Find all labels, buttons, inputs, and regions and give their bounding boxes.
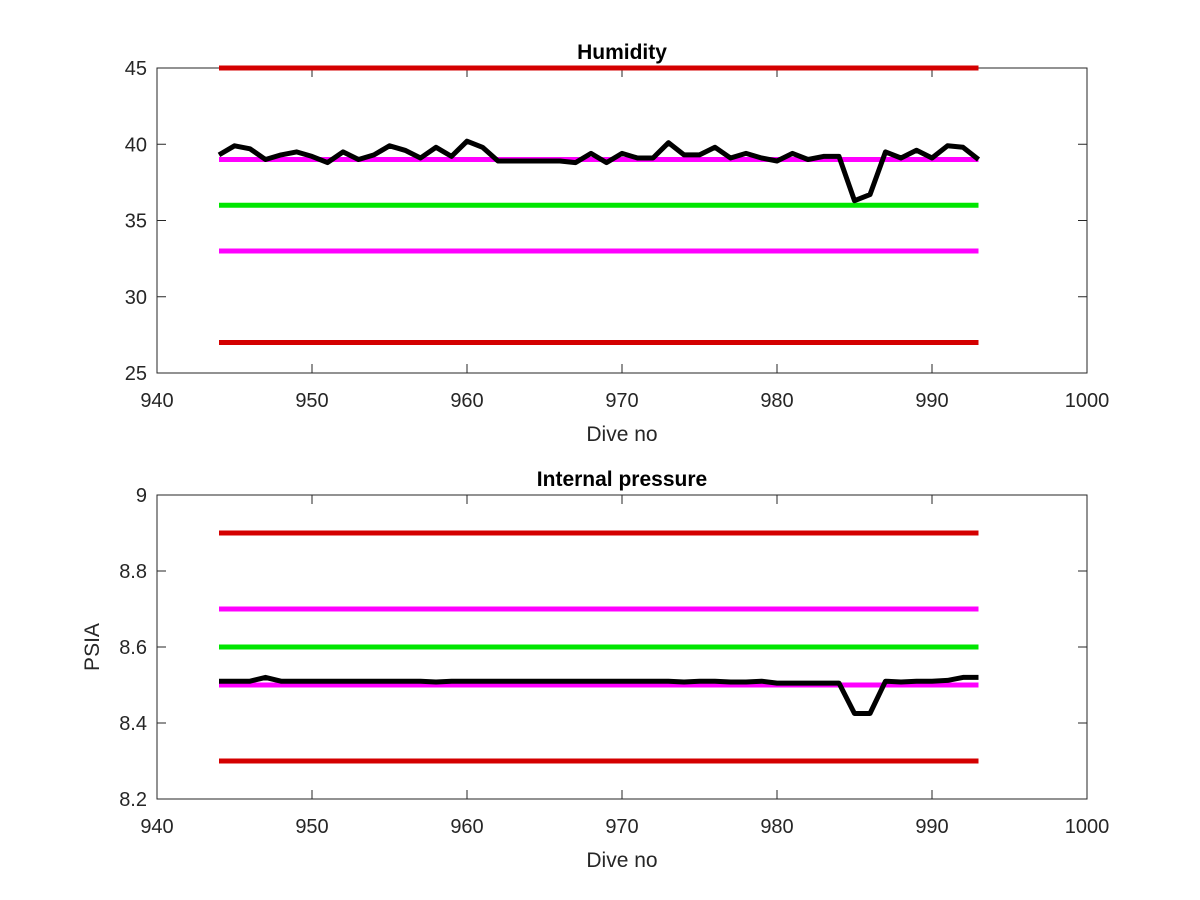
x-tick-label: 950: [295, 816, 328, 838]
y-tick-label: 9: [136, 485, 147, 507]
y-tick-label: 25: [125, 363, 147, 385]
x-tick-label: 1000: [1065, 390, 1110, 412]
x-axis-label: Dive no: [586, 849, 657, 872]
chart-title: Humidity: [577, 41, 667, 64]
y-tick-label: 8.4: [119, 713, 147, 735]
x-tick-label: 980: [760, 816, 793, 838]
measured-series-line: [219, 674, 979, 716]
y-tick-label: 40: [125, 134, 147, 156]
x-tick-label: 990: [915, 390, 948, 412]
x-tick-label: 960: [450, 816, 483, 838]
x-tick-label: 970: [605, 816, 638, 838]
y-tick-label: 8.2: [119, 789, 147, 811]
x-tick-label: 980: [760, 390, 793, 412]
x-axis-label: Dive no: [586, 423, 657, 446]
measured-series-line: [217, 138, 981, 204]
chart-title: Internal pressure: [537, 468, 707, 491]
x-tick-label: 1000: [1065, 816, 1110, 838]
y-axis-label: PSIA: [81, 623, 104, 671]
x-tick-label: 940: [140, 390, 173, 412]
y-tick-label: 8.8: [119, 561, 147, 583]
y-tick-label: 45: [125, 58, 147, 80]
plot-area-frame: [156, 67, 1088, 374]
y-tick-label: 8.6: [119, 637, 147, 659]
x-tick-label: 950: [295, 390, 328, 412]
chart-panel-1: 940 950 960 970 980 990 1000 25 30 35 40 45 Humidity…: [125, 41, 1110, 446]
x-tick-label: 940: [140, 816, 173, 838]
x-tick-label: 990: [915, 816, 948, 838]
y-tick-label: 30: [125, 287, 147, 309]
x-tick-label: 970: [605, 390, 638, 412]
x-tick-label: 960: [450, 390, 483, 412]
y-tick-label: 35: [125, 211, 147, 233]
chart-panel-2: 940 950 960 970 980 990 1000 8.2 8.4 8.6 8.8 9 Inter…: [81, 468, 1109, 872]
